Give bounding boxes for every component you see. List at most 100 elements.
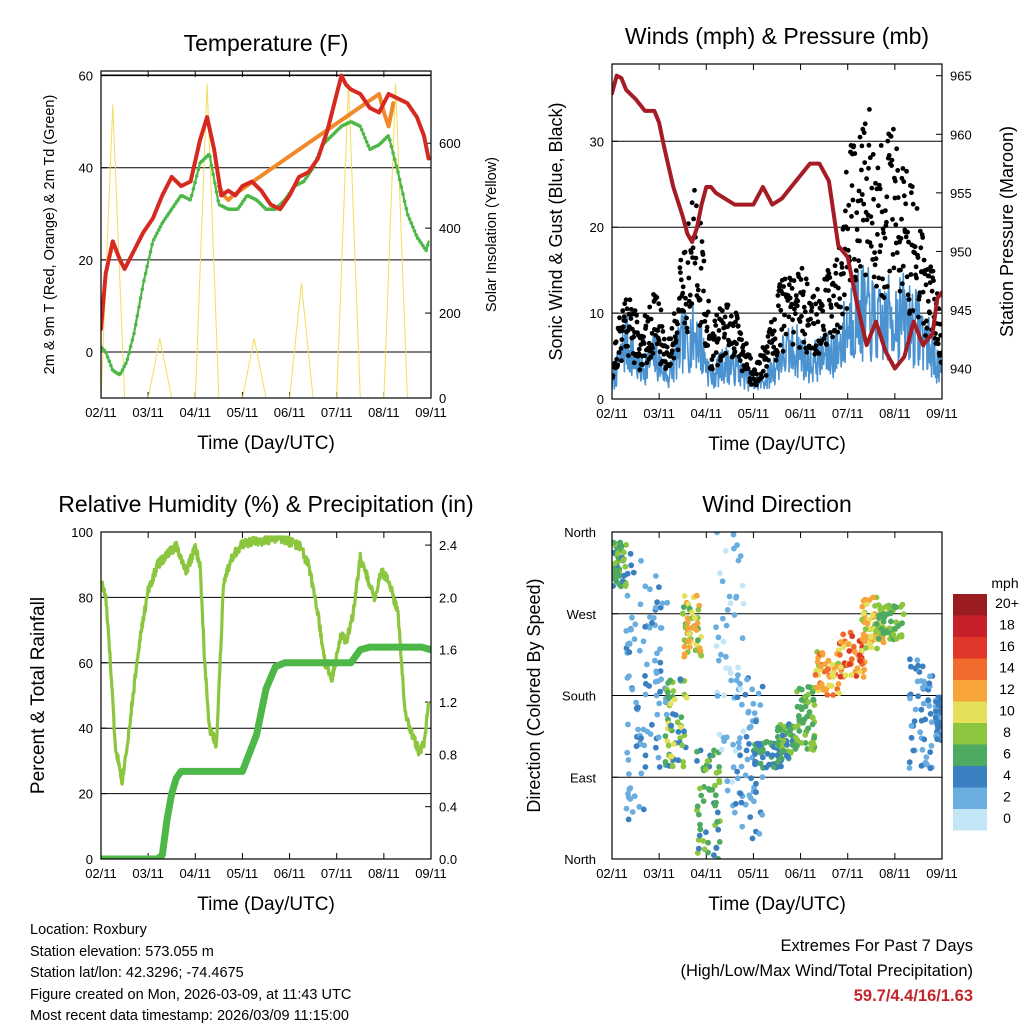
gust-point xyxy=(745,366,751,372)
direction-point xyxy=(629,809,636,815)
y-tick-label: West xyxy=(567,607,597,622)
direction-point xyxy=(629,614,635,621)
gust-point xyxy=(802,309,808,315)
direction-point xyxy=(873,620,880,627)
gust-point xyxy=(935,341,941,347)
gust-point xyxy=(673,338,679,343)
gust-point xyxy=(791,329,796,335)
direction-point xyxy=(654,650,660,657)
gust-point xyxy=(859,167,864,173)
gust-point xyxy=(838,304,843,310)
gust-point xyxy=(873,180,878,186)
y2-tick-label: 2.4 xyxy=(439,538,457,553)
direction-point xyxy=(749,686,756,693)
gust-point xyxy=(844,306,850,311)
legend-swatch xyxy=(953,744,987,766)
direction-point xyxy=(860,674,867,680)
direction-point xyxy=(795,723,801,729)
gust-point xyxy=(851,256,857,262)
direction-point xyxy=(625,757,632,763)
gust-point xyxy=(710,366,715,372)
x-tick-label: 06/11 xyxy=(274,866,306,881)
direction-point xyxy=(724,607,731,613)
gust-point xyxy=(714,312,720,318)
direction-point xyxy=(713,643,720,649)
direction-point xyxy=(822,661,828,668)
direction-point xyxy=(732,800,739,807)
gust-point xyxy=(648,354,654,360)
direction-point xyxy=(680,763,687,770)
dewpoint-point xyxy=(138,296,143,300)
dewpoint-point xyxy=(364,140,369,144)
direction-point xyxy=(914,678,921,685)
gust-point xyxy=(627,297,633,303)
direction-point xyxy=(745,709,752,716)
direction-point xyxy=(759,683,766,690)
gust-point xyxy=(713,350,719,355)
dewpoint-point xyxy=(396,170,400,175)
x-tick-label: 03/11 xyxy=(643,866,675,881)
direction-point xyxy=(641,742,648,749)
x-axis-label: Time (Day/UTC) xyxy=(708,894,846,915)
gust-point xyxy=(798,277,804,282)
legend-label: 12 xyxy=(999,681,1015,697)
gust-point xyxy=(613,339,619,345)
direction-point xyxy=(812,672,819,678)
gust-point xyxy=(620,328,625,334)
gust-point xyxy=(815,286,820,292)
gust-point xyxy=(738,331,744,336)
direction-point xyxy=(642,680,649,687)
gust-point xyxy=(786,314,792,320)
gust-point xyxy=(722,331,728,337)
direction-point xyxy=(919,746,926,753)
legend-swatch xyxy=(953,680,987,702)
legend-label: 10 xyxy=(999,703,1015,719)
gust-point xyxy=(883,208,888,214)
direction-point xyxy=(631,793,638,800)
gust-point xyxy=(674,330,680,336)
direction-point xyxy=(681,728,687,735)
direction-point xyxy=(753,780,759,787)
precip-line xyxy=(101,643,431,859)
y-tick-label: South xyxy=(562,689,596,704)
gust-point xyxy=(918,245,924,251)
gust-point xyxy=(881,295,887,300)
gust-point xyxy=(926,273,932,279)
gust-point xyxy=(845,226,851,232)
direction-point xyxy=(818,663,824,670)
y2-tick-label: 950 xyxy=(950,244,972,259)
dewpoint-point xyxy=(109,363,113,368)
gust-point xyxy=(685,329,690,335)
y-tick-label: 0 xyxy=(86,852,93,867)
plot-frame xyxy=(100,531,432,860)
direction-point xyxy=(805,725,812,732)
dewpoint-point xyxy=(142,279,146,283)
gust-point xyxy=(735,315,740,321)
gust-point xyxy=(890,217,895,222)
gust-point xyxy=(740,349,746,354)
direction-point xyxy=(859,603,866,610)
gust-point xyxy=(701,288,706,294)
gust-point xyxy=(730,323,736,329)
gust-point xyxy=(898,236,904,241)
dewpoint-point xyxy=(133,322,138,327)
direction-point xyxy=(734,542,740,548)
direction-point xyxy=(716,839,723,845)
gust-point xyxy=(885,138,891,144)
legend-swatch xyxy=(953,594,987,616)
gust-point xyxy=(890,252,896,257)
direction-point xyxy=(612,539,617,546)
direction-point xyxy=(779,732,786,739)
gust-point xyxy=(669,348,675,354)
direction-point xyxy=(859,636,866,642)
gust-point xyxy=(790,317,795,323)
direction-point xyxy=(759,754,766,761)
gust-point xyxy=(852,151,858,156)
dewpoint-point xyxy=(425,243,430,247)
gust-point xyxy=(826,297,832,303)
direction-point xyxy=(714,809,721,816)
direction-point xyxy=(718,651,724,658)
direction-point xyxy=(698,792,705,799)
figure-created: Figure created on Mon, 2026-03-09, at 11… xyxy=(30,986,352,1003)
x-tick-label: 02/11 xyxy=(596,866,628,881)
